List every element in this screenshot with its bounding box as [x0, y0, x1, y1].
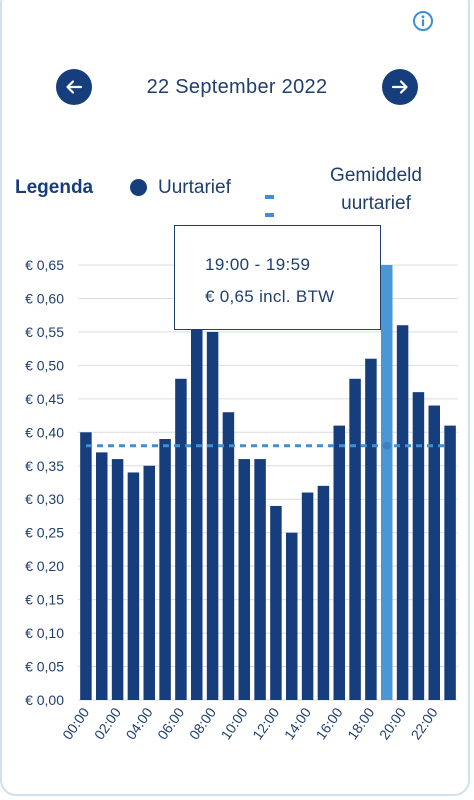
arrow-left-icon: [66, 80, 83, 94]
x-tick-label: 04:00: [122, 704, 155, 742]
y-tick-label: € 0,65: [25, 257, 64, 273]
arrow-right-icon: [391, 80, 408, 94]
bar-06:00: [175, 378, 187, 700]
bar-00:00: [80, 432, 92, 700]
bar-17:00: [349, 378, 361, 700]
next-day-button[interactable]: [382, 69, 418, 105]
y-tick-label: € 0,15: [25, 592, 64, 608]
bar-01:00: [96, 452, 108, 700]
bar-02:00: [111, 459, 124, 700]
y-tick-label: € 0,30: [25, 491, 64, 507]
x-tick-label: 18:00: [344, 704, 377, 742]
bar-15:00: [317, 485, 330, 700]
bar-08:00: [206, 331, 219, 700]
y-tick-label: € 0,60: [25, 290, 64, 306]
x-tick-label: 22:00: [407, 704, 440, 742]
bar-10:00: [238, 459, 250, 700]
bar-09:00: [222, 412, 235, 700]
y-tick-label: € 0,40: [25, 424, 64, 440]
bar-19:00: [381, 265, 393, 700]
bar-12:00: [270, 505, 282, 700]
bar-23:00: [444, 425, 456, 700]
bar-21:00: [412, 392, 425, 700]
bar-16:00: [333, 425, 345, 700]
tooltip-time: 19:00 - 19:59: [205, 255, 311, 274]
average-point: [382, 441, 391, 450]
bar-13:00: [286, 532, 298, 700]
info-icon[interactable]: [412, 10, 434, 32]
bar-20:00: [396, 325, 409, 700]
x-tick-label: 00:00: [59, 704, 92, 742]
x-tick-label: 02:00: [91, 704, 124, 742]
x-tick-label: 06:00: [154, 704, 187, 742]
bar-04:00: [143, 465, 155, 700]
x-tick-label: 14:00: [281, 704, 314, 742]
y-tick-label: € 0,20: [25, 558, 64, 574]
date-title: 22 September 2022: [146, 76, 328, 98]
legend-average-label: Gemiddeld uurtarief: [330, 165, 422, 214]
average-line-marker-icon: [265, 186, 289, 217]
x-tick-label: 16:00: [312, 704, 345, 742]
x-tick-label: 10:00: [217, 704, 250, 742]
bar-11:00: [254, 459, 266, 700]
bar-22:00: [428, 405, 440, 700]
bar-18:00: [365, 358, 377, 700]
legend-title: Legenda: [15, 177, 94, 198]
bar-05:00: [159, 439, 171, 700]
y-tick-label: € 0,05: [25, 659, 64, 675]
bar-14:00: [301, 492, 314, 700]
y-tick-label: € 0,55: [25, 324, 64, 340]
y-tick-label: € 0,45: [25, 391, 64, 407]
price-tooltip: 19:00 - 19:59 € 0,65 incl. BTW: [174, 225, 381, 330]
x-tick-label: 12:00: [249, 704, 282, 742]
x-tick-label: 08:00: [186, 704, 219, 742]
y-tick-label: € 0,50: [25, 357, 64, 373]
series-marker-icon: [130, 179, 147, 196]
previous-day-button[interactable]: [56, 69, 92, 105]
y-tick-label: € 0,10: [25, 625, 64, 641]
legend-series-label: Uurtarief: [158, 177, 231, 198]
bar-07:00: [191, 325, 203, 700]
y-tick-label: € 0,35: [25, 458, 64, 474]
x-tick-label: 20:00: [376, 704, 409, 742]
y-tick-label: € 0,25: [25, 525, 64, 541]
tooltip-price: € 0,65 incl. BTW: [205, 287, 335, 306]
bar-03:00: [127, 472, 140, 700]
y-tick-label: € 0,00: [25, 692, 64, 708]
